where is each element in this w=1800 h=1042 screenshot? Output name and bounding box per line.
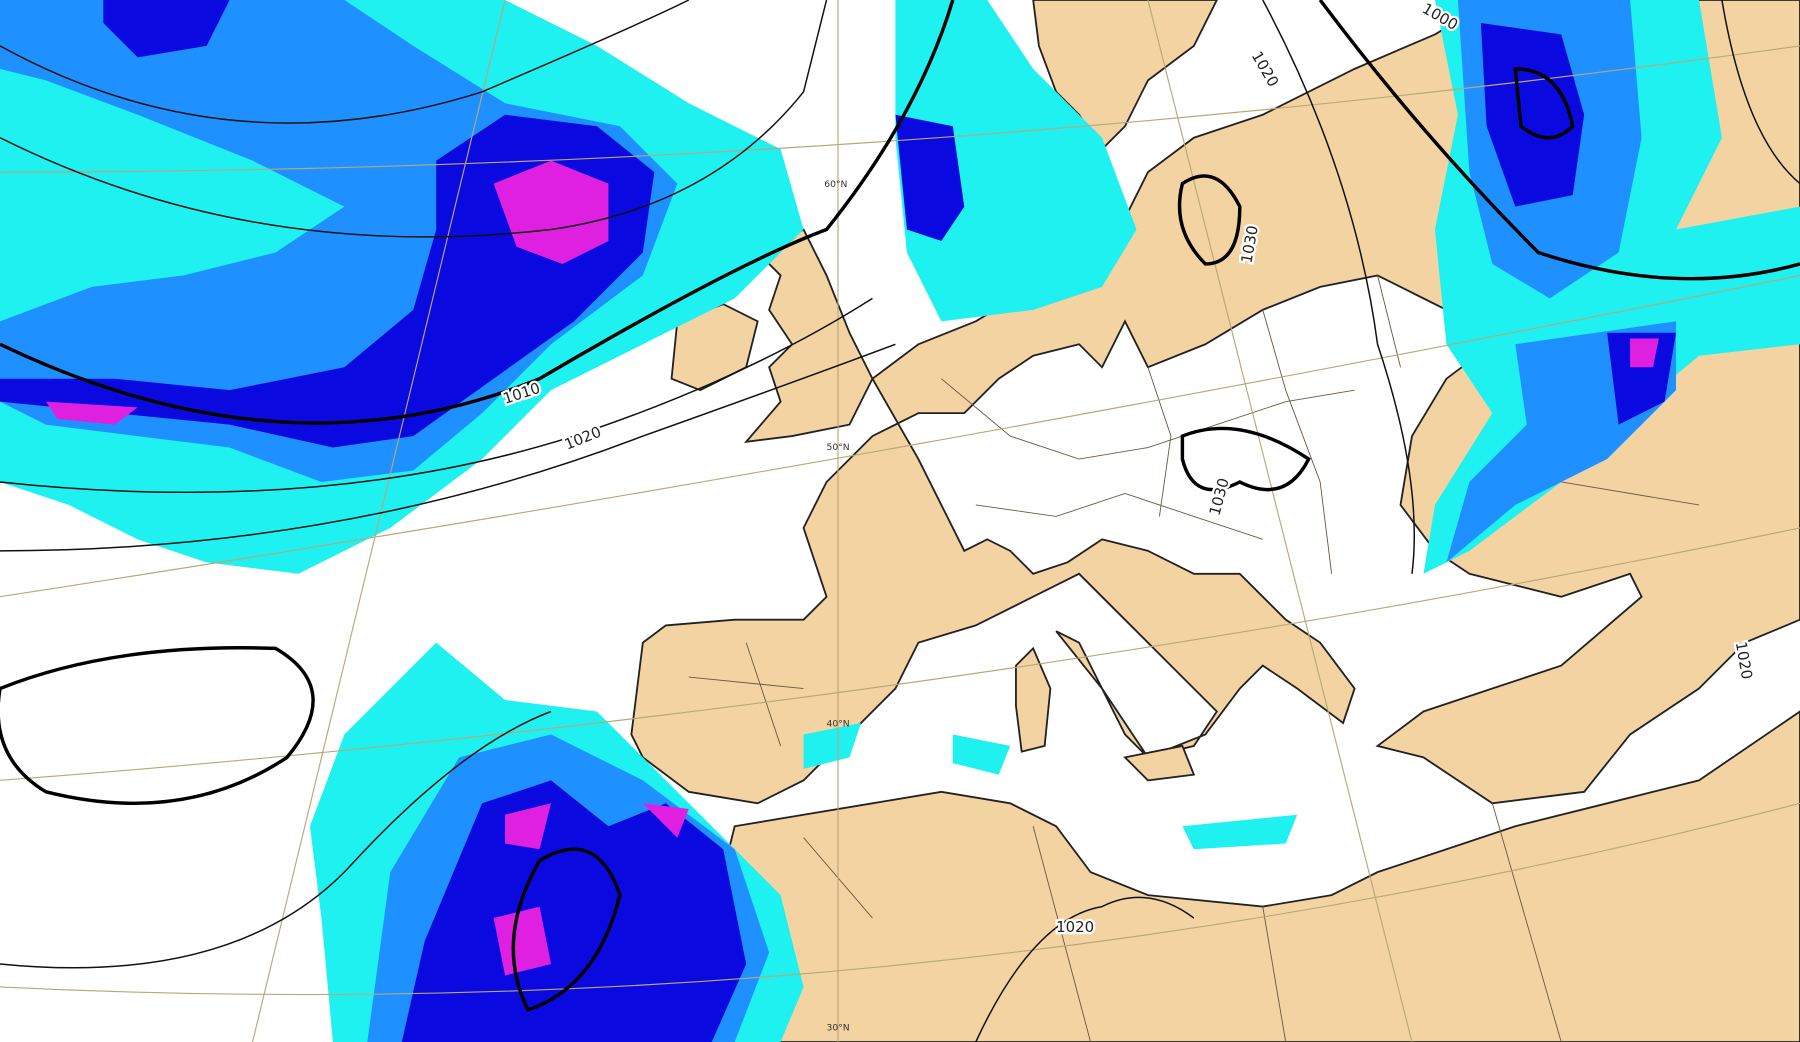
- precip-extreme-russia: [1630, 338, 1659, 368]
- latitude-label-40n: 40°N: [827, 718, 850, 729]
- precip-extreme-iberia: [493, 803, 689, 976]
- precip-heavy-russia: [1480, 22, 1677, 425]
- precip-heavy-iberia: [401, 780, 747, 1042]
- latitude-label-60n: 60°N: [824, 179, 847, 190]
- precip-heavy-atlantic: [0, 0, 655, 448]
- latitude-labels: 60°N 50°N 40°N 30°N: [824, 179, 849, 1033]
- land-corsica-sardinia: [1015, 646, 1052, 753]
- isobar-label: 1020: [1056, 918, 1094, 936]
- precip-extreme-atlantic: [45, 160, 609, 425]
- precip-heavy-north-sea: [895, 114, 965, 241]
- latitude-label-30n: 30°N: [827, 1023, 850, 1034]
- latitude-label-50n: 50°N: [827, 442, 850, 453]
- precip-light-north-sea: [895, 0, 1137, 322]
- precip-light-mediterranean: [803, 722, 1298, 850]
- land-sicily: [1123, 744, 1196, 782]
- land-north-africa: [687, 710, 1800, 1042]
